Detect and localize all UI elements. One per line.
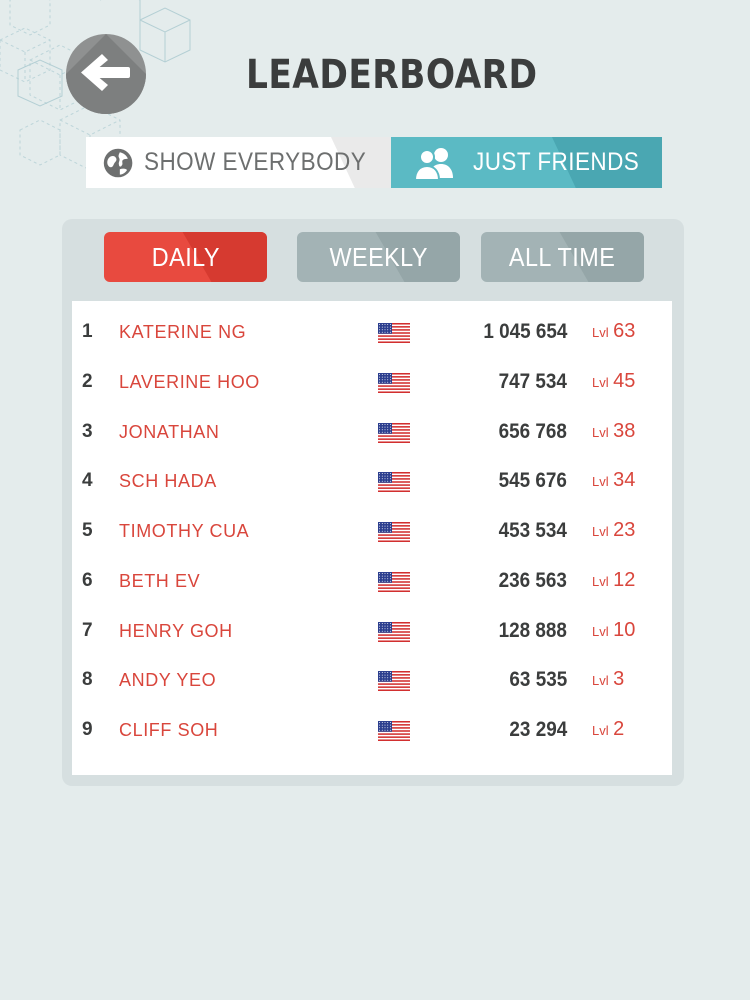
just-friends-label: JUST FRIENDS [473, 148, 640, 176]
player-level: Lvl 34 [592, 469, 635, 492]
player-name: TIMOTHY CUA [119, 521, 250, 541]
player-level: Lvl 23 [592, 519, 635, 542]
back-button[interactable] [66, 34, 146, 114]
level-prefix: Lvl [592, 673, 609, 688]
rank: 5 [82, 520, 93, 541]
player-name: BETH EV [119, 571, 201, 591]
level-value: 63 [613, 320, 636, 342]
player-name: JONATHAN [119, 422, 220, 442]
level-value: 10 [613, 619, 636, 641]
us-flag-icon [378, 622, 410, 647]
tab-daily-label: DAILY [151, 241, 220, 272]
leaderboard-row[interactable]: 3 JONATHAN 656 768 Lvl 38 [72, 413, 672, 453]
level-prefix: Lvl [592, 375, 609, 390]
tab-weekly-label: WEEKLY [329, 241, 428, 272]
score: 747 534 [498, 370, 567, 393]
tab-weekly[interactable]: WEEKLY [297, 232, 460, 282]
leaderboard-row[interactable]: 1 KATERINE NG 1 045 654 Lvl 63 [72, 313, 672, 353]
level-value: 23 [613, 519, 636, 541]
leaderboard-list: 1 KATERINE NG 1 045 654 Lvl 63 2 LAVERIN… [72, 301, 672, 775]
globe-icon [103, 148, 133, 177]
just-friends-button[interactable]: JUST FRIENDS [391, 137, 662, 188]
level-value: 2 [613, 718, 625, 740]
us-flag-icon [378, 671, 410, 696]
level-prefix: Lvl [592, 624, 609, 639]
level-prefix: Lvl [592, 425, 609, 440]
player-name: CLIFF SOH [119, 720, 219, 740]
rank: 1 [82, 321, 93, 342]
player-name: SCH HADA [119, 471, 217, 491]
player-name: LAVERINE HOO [119, 372, 260, 392]
leaderboard-row[interactable]: 4 SCH HADA 545 676 Lvl 34 [72, 462, 672, 502]
level-prefix: Lvl [592, 474, 609, 489]
leaderboard-row[interactable]: 5 TIMOTHY CUA 453 534 Lvl 23 [72, 512, 672, 552]
arrow-left-icon [81, 54, 130, 91]
leaderboard-row[interactable]: 8 ANDY YEO 63 535 Lvl 3 [72, 661, 672, 701]
level-prefix: Lvl [592, 574, 609, 589]
leaderboard-row[interactable]: 9 CLIFF SOH 23 294 Lvl 2 [72, 711, 672, 751]
level-prefix: Lvl [592, 723, 609, 738]
rank: 2 [82, 371, 93, 392]
score: 128 888 [498, 619, 567, 642]
level-value: 3 [613, 668, 625, 690]
score: 63 535 [509, 668, 567, 691]
level-prefix: Lvl [592, 325, 609, 340]
us-flag-icon [378, 323, 410, 348]
score: 453 534 [498, 519, 567, 542]
score: 656 768 [498, 420, 567, 443]
rank: 3 [82, 421, 93, 442]
level-value: 38 [613, 420, 636, 442]
score: 236 563 [498, 569, 567, 592]
us-flag-icon [378, 472, 410, 497]
player-level: Lvl 38 [592, 420, 635, 443]
page-title: LEADERBOARD [246, 52, 538, 98]
tab-daily[interactable]: DAILY [104, 232, 267, 282]
player-level: Lvl 12 [592, 569, 635, 592]
us-flag-icon [378, 522, 410, 547]
show-everybody-label: SHOW EVERYBODY [144, 148, 367, 176]
rank: 9 [82, 719, 93, 740]
leaderboard-row[interactable]: 2 LAVERINE HOO 747 534 Lvl 45 [72, 363, 672, 403]
player-name: ANDY YEO [119, 670, 217, 690]
rank: 7 [82, 620, 93, 641]
rank: 6 [82, 570, 93, 591]
us-flag-icon [378, 721, 410, 746]
level-value: 34 [613, 469, 636, 491]
tab-all-time[interactable]: ALL TIME [481, 232, 644, 282]
us-flag-icon [378, 572, 410, 597]
score: 545 676 [498, 469, 567, 492]
us-flag-icon [378, 373, 410, 398]
score: 1 045 654 [482, 320, 567, 343]
score: 23 294 [509, 718, 567, 741]
player-level: Lvl 45 [592, 370, 635, 393]
leaderboard-panel: DAILY WEEKLY ALL TIME 1 KATERINE NG 1 04… [62, 219, 684, 786]
player-name: HENRY GOH [119, 621, 233, 641]
level-value: 12 [613, 569, 636, 591]
player-level: Lvl 3 [592, 668, 624, 691]
us-flag-icon [378, 423, 410, 448]
leaderboard-row[interactable]: 6 BETH EV 236 563 Lvl 12 [72, 562, 672, 602]
player-name: KATERINE NG [119, 322, 247, 342]
rank: 4 [82, 470, 93, 491]
level-prefix: Lvl [592, 524, 609, 539]
audience-filter: SHOW EVERYBODY JUST FRIENDS [86, 137, 662, 188]
show-everybody-button[interactable]: SHOW EVERYBODY [86, 137, 391, 188]
rank: 8 [82, 669, 93, 690]
player-level: Lvl 63 [592, 320, 635, 343]
level-value: 45 [613, 370, 636, 392]
friends-icon [413, 147, 453, 181]
leaderboard-row[interactable]: 7 HENRY GOH 128 888 Lvl 10 [72, 612, 672, 652]
player-level: Lvl 2 [592, 718, 624, 741]
player-level: Lvl 10 [592, 619, 635, 642]
tab-all-time-label: ALL TIME [509, 241, 616, 272]
